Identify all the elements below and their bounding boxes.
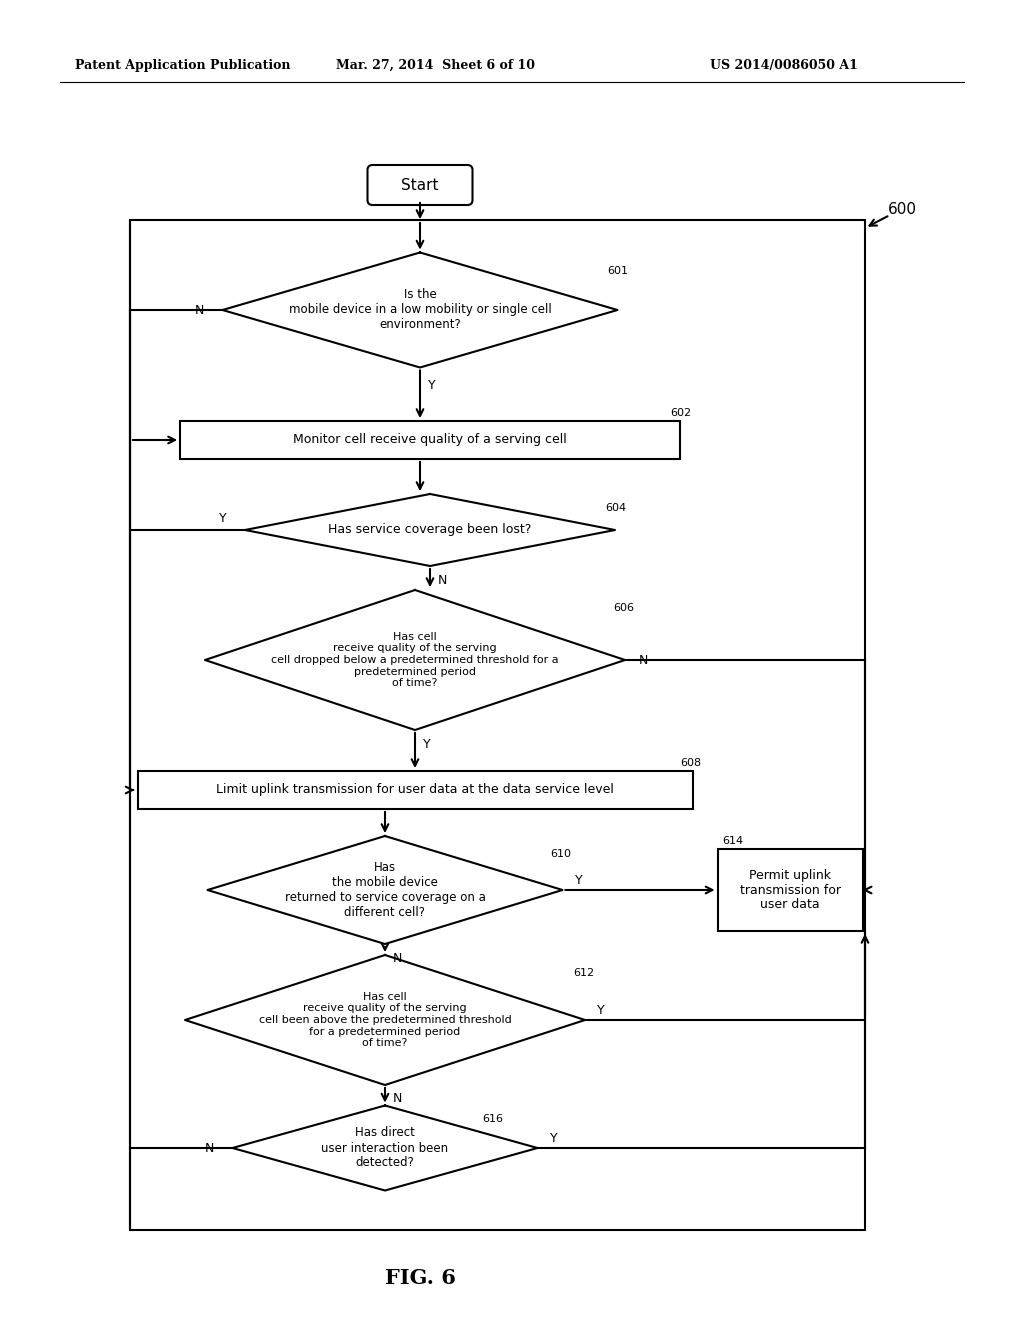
Text: 600: 600 xyxy=(888,202,918,218)
Text: 614: 614 xyxy=(723,836,743,846)
Bar xyxy=(718,849,862,931)
Text: Has cell
receive quality of the serving
cell dropped below a predetermined thres: Has cell receive quality of the serving … xyxy=(271,632,559,688)
Polygon shape xyxy=(222,252,617,367)
Polygon shape xyxy=(205,590,625,730)
Polygon shape xyxy=(232,1106,538,1191)
Text: N: N xyxy=(205,1142,214,1155)
Text: N: N xyxy=(196,304,205,317)
Text: Mar. 27, 2014  Sheet 6 of 10: Mar. 27, 2014 Sheet 6 of 10 xyxy=(336,58,535,71)
Text: Monitor cell receive quality of a serving cell: Monitor cell receive quality of a servin… xyxy=(293,433,567,446)
Polygon shape xyxy=(185,954,585,1085)
Text: US 2014/0086050 A1: US 2014/0086050 A1 xyxy=(710,58,858,71)
Text: 602: 602 xyxy=(670,408,691,418)
Text: N: N xyxy=(393,952,402,965)
Text: N: N xyxy=(393,1093,402,1106)
Text: Start: Start xyxy=(401,177,438,193)
Text: Y: Y xyxy=(574,874,582,887)
Text: Y: Y xyxy=(428,379,435,392)
Text: Y: Y xyxy=(219,511,227,524)
Text: Y: Y xyxy=(550,1131,557,1144)
Text: Limit uplink transmission for user data at the data service level: Limit uplink transmission for user data … xyxy=(216,784,614,796)
Text: Y: Y xyxy=(597,1003,604,1016)
Text: 610: 610 xyxy=(551,849,571,859)
Text: 601: 601 xyxy=(607,265,629,276)
Text: N: N xyxy=(639,653,648,667)
Text: 608: 608 xyxy=(681,758,701,768)
FancyBboxPatch shape xyxy=(368,165,472,205)
Text: N: N xyxy=(438,573,447,586)
Text: 616: 616 xyxy=(482,1114,504,1125)
Text: Has direct
user interaction been
detected?: Has direct user interaction been detecte… xyxy=(322,1126,449,1170)
Polygon shape xyxy=(208,836,562,944)
Bar xyxy=(130,220,865,1230)
Text: 606: 606 xyxy=(613,603,634,612)
Text: Y: Y xyxy=(423,738,431,751)
Text: FIG. 6: FIG. 6 xyxy=(385,1269,456,1288)
Text: 604: 604 xyxy=(605,503,626,513)
Bar xyxy=(180,421,680,459)
Text: Has service coverage been lost?: Has service coverage been lost? xyxy=(329,524,531,536)
Bar xyxy=(137,771,692,809)
Text: Is the
mobile device in a low mobility or single cell
environment?: Is the mobile device in a low mobility o… xyxy=(289,289,551,331)
Text: 612: 612 xyxy=(573,968,594,978)
Text: Has
the mobile device
returned to service coverage on a
different cell?: Has the mobile device returned to servic… xyxy=(285,861,485,919)
Text: Permit uplink
transmission for
user data: Permit uplink transmission for user data xyxy=(739,869,841,912)
Polygon shape xyxy=(245,494,615,566)
Text: Patent Application Publication: Patent Application Publication xyxy=(75,58,291,71)
Text: Has cell
receive quality of the serving
cell been above the predetermined thresh: Has cell receive quality of the serving … xyxy=(259,991,511,1048)
